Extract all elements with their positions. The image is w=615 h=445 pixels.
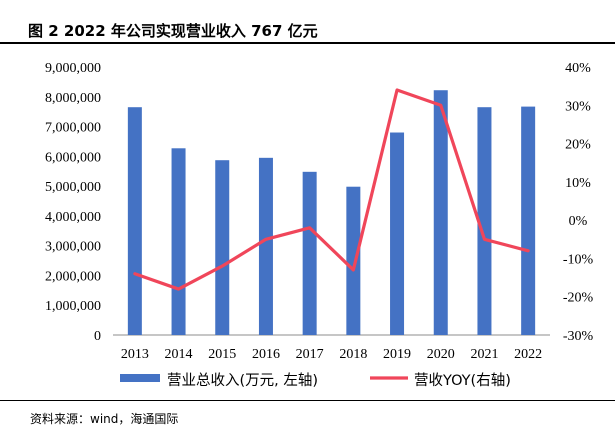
y-left-tick-label: 7,000,000	[45, 121, 101, 136]
y-left-tick-label: 5,000,000	[45, 180, 101, 195]
point-yoy	[483, 238, 485, 240]
x-tick-label: 2014	[165, 347, 193, 362]
point-yoy	[527, 250, 529, 252]
x-tick-label: 2013	[121, 347, 149, 362]
source-note: 资料来源：wind，海通国际	[30, 412, 179, 426]
y-right-tick-label: 30%	[565, 99, 591, 114]
point-yoy	[440, 104, 442, 106]
point-yoy	[309, 227, 311, 229]
x-tick-label: 2018	[339, 347, 367, 362]
y-left-tick-label: 0	[94, 329, 101, 344]
source-row: 资料来源：wind，海通国际	[0, 400, 615, 445]
y-right-tick-label: 20%	[565, 138, 591, 153]
x-tick-label: 2020	[427, 347, 455, 362]
legend-label-revenue: 营业总收入(万元, 左轴)	[167, 372, 318, 389]
y-left-tick-label: 6,000,000	[45, 150, 101, 165]
y-left-tick-label: 2,000,000	[45, 269, 101, 284]
bar-revenue	[433, 90, 448, 335]
bar-revenue	[215, 160, 230, 335]
x-tick-label: 2022	[514, 347, 542, 362]
y-left-tick-label: 1,000,000	[45, 299, 101, 314]
point-yoy	[221, 265, 223, 267]
title-row: 图 2 2022 年公司实现营业收入 767 亿元	[0, 0, 615, 44]
y-left-tick-label: 9,000,000	[45, 61, 101, 76]
bar-revenue	[521, 106, 536, 335]
bar-revenue	[390, 132, 405, 335]
point-yoy	[178, 288, 180, 290]
bar-revenue	[302, 171, 317, 335]
y-left-tick-label: 8,000,000	[45, 91, 101, 106]
y-right-tick-label: 0%	[569, 214, 588, 229]
legend-label-yoy: 营收YOY(右轴)	[414, 372, 511, 389]
point-yoy	[352, 269, 354, 271]
point-yoy	[265, 238, 267, 240]
bar-revenue	[127, 107, 142, 335]
x-tick-label: 2019	[383, 347, 411, 362]
bar-revenue	[258, 157, 273, 335]
bar-revenue	[346, 186, 361, 335]
y-right-tick-label: 10%	[565, 176, 591, 191]
point-yoy	[134, 273, 136, 275]
point-yoy	[396, 89, 398, 91]
y-left-tick-label: 3,000,000	[45, 240, 101, 255]
chart-title: 图 2 2022 年公司实现营业收入 767 亿元	[28, 22, 318, 40]
y-right-tick-label: -30%	[563, 329, 594, 344]
legend-swatch-revenue	[120, 374, 160, 382]
x-tick-label: 2015	[208, 347, 236, 362]
bar-revenue	[171, 148, 186, 335]
x-tick-label: 2021	[470, 347, 498, 362]
y-right-tick-label: -20%	[563, 291, 594, 306]
y-left-tick-label: 4,000,000	[45, 210, 101, 225]
y-right-tick-label: -10%	[563, 252, 594, 267]
x-tick-label: 2017	[296, 347, 324, 362]
line-yoy	[133, 88, 530, 291]
revenue-chart: 0 1,000,000 2,000,000 3,000,000 4,000,000 5,0…	[45, 61, 594, 389]
x-tick-label: 2016	[252, 347, 280, 362]
y-right-tick-label: 40%	[565, 61, 591, 76]
bar-revenue	[477, 107, 492, 335]
